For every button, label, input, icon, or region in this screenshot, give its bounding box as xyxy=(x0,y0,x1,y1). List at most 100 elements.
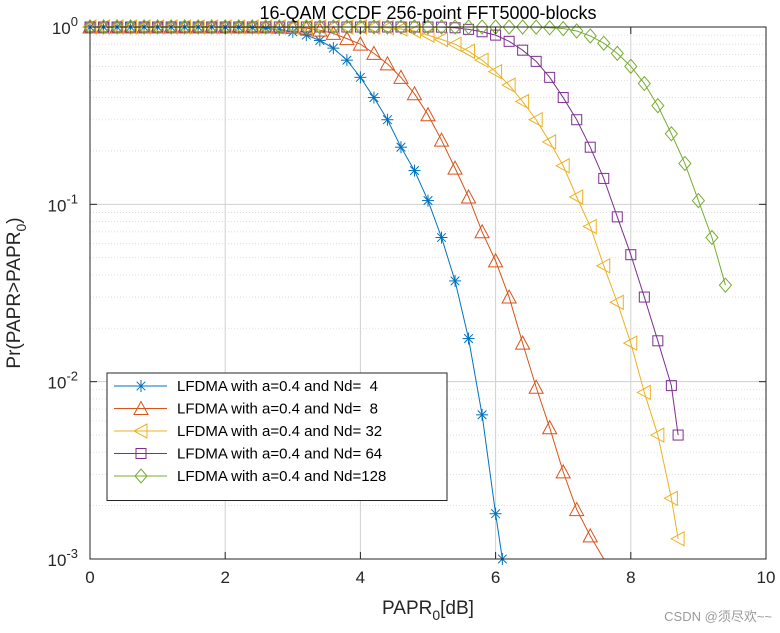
y-tick-label-base: 10 xyxy=(48,551,67,570)
x-tick-label: 6 xyxy=(491,568,500,587)
legend-label: LFDMA with a=0.4 and Nd=128 xyxy=(177,468,386,485)
data-point-marker xyxy=(339,30,355,46)
data-point-marker xyxy=(461,19,476,35)
legend-marker xyxy=(133,400,149,415)
data-point-marker xyxy=(367,19,381,35)
data-point-marker xyxy=(407,19,422,35)
legend-marker xyxy=(132,423,148,439)
data-point-marker xyxy=(433,132,450,147)
data-point-marker xyxy=(447,160,463,175)
data-point-marker xyxy=(705,229,719,246)
x-tick-label: 2 xyxy=(220,568,229,587)
marker-stroke xyxy=(450,276,460,286)
legend-item: LFDMA with a=0.4 and Nd= 64 xyxy=(114,446,382,463)
data-point-marker xyxy=(528,379,544,394)
data-point-marker xyxy=(259,19,273,35)
data-point-marker xyxy=(379,19,394,36)
legend-marker xyxy=(135,448,147,459)
data-point-marker xyxy=(205,19,219,35)
marker-stroke xyxy=(382,115,393,125)
data-point-marker xyxy=(528,111,543,128)
data-point-marker xyxy=(164,19,178,35)
data-point-marker xyxy=(595,257,611,274)
legend-item: LFDMA with a=0.4 and Nd= 4 xyxy=(114,378,378,395)
data-point-marker xyxy=(448,19,462,35)
plot-frame xyxy=(89,26,767,560)
data-point-marker xyxy=(529,19,543,35)
data-point-marker xyxy=(394,19,408,35)
legend-label: LFDMA with a=0.4 and Nd= 32 xyxy=(177,423,382,440)
data-point-marker xyxy=(393,69,409,84)
y-axis-label-tail: ) xyxy=(4,217,25,223)
data-point-marker xyxy=(597,35,611,51)
y-axis-label-main: Pr(PAPR>PAPR xyxy=(4,232,25,369)
data-point-marker xyxy=(571,114,583,126)
data-point-marker xyxy=(664,125,679,142)
data-point-marker xyxy=(462,332,475,345)
data-point-marker xyxy=(422,194,434,207)
marker-stroke xyxy=(463,333,474,344)
data-point-marker xyxy=(611,211,623,223)
data-point-marker xyxy=(487,63,503,80)
y-tick-label-exponent: -3 xyxy=(66,546,78,561)
data-point-marker xyxy=(110,19,124,35)
y-tick-label: 10-2 xyxy=(48,369,78,393)
data-point-marker xyxy=(449,274,462,287)
data-point-marker xyxy=(340,19,354,35)
data-point-marker xyxy=(665,380,677,392)
data-point-marker xyxy=(380,19,395,35)
marker-stroke xyxy=(436,232,447,243)
data-point-marker xyxy=(313,19,327,35)
x-axis-label: PAPR0[dB] xyxy=(382,598,474,623)
data-point-marker xyxy=(622,335,638,351)
data-point-marker xyxy=(625,249,637,261)
legend: LFDMA with a=0.4 and Nd= 4 LFDMA with a=0… xyxy=(106,372,448,501)
data-point-marker xyxy=(503,35,515,47)
data-point-marker xyxy=(299,19,313,35)
marker-stroke xyxy=(355,72,366,83)
data-point-marker xyxy=(487,252,504,268)
data-point-marker xyxy=(624,58,638,75)
data-point-marker xyxy=(123,19,138,35)
data-point-marker xyxy=(245,19,259,35)
x-axis-label-sub: 0 xyxy=(432,607,440,623)
data-point-marker xyxy=(474,52,489,69)
data-point-marker xyxy=(543,20,557,36)
data-point-marker xyxy=(609,294,624,311)
y-tick-label-base: 10 xyxy=(48,374,67,393)
data-point-marker xyxy=(352,36,369,51)
data-point-marker xyxy=(598,172,610,184)
data-point-marker xyxy=(582,527,599,543)
data-point-marker xyxy=(286,19,300,35)
data-point-marker xyxy=(691,192,706,209)
y-tick-label-base: 10 xyxy=(48,196,67,215)
data-point-marker xyxy=(96,19,111,35)
marker-stroke xyxy=(342,55,352,65)
y-axis-label-sub: 0 xyxy=(13,224,29,232)
data-point-marker xyxy=(434,19,449,35)
data-point-marker xyxy=(354,71,367,84)
data-point-marker xyxy=(663,490,678,507)
marker-stroke xyxy=(328,43,339,53)
y-tick-label-base: 10 xyxy=(52,19,71,38)
data-point-marker xyxy=(636,384,651,401)
data-point-marker xyxy=(340,54,353,67)
data-point-marker xyxy=(406,85,423,101)
x-tick-label: 8 xyxy=(626,568,635,587)
data-point-marker xyxy=(555,463,572,479)
legend-box xyxy=(106,372,448,501)
x-tick-label: 0 xyxy=(85,568,94,587)
data-point-marker xyxy=(326,19,341,35)
data-point-marker xyxy=(517,44,529,56)
y-axis-label: Pr(PAPR>PAPR0) xyxy=(4,217,29,368)
data-point-marker xyxy=(568,501,585,517)
legend-marker xyxy=(135,380,147,392)
data-point-marker xyxy=(420,106,436,122)
data-point-marker xyxy=(718,277,733,293)
marker-stroke xyxy=(423,195,433,206)
data-point-marker xyxy=(530,55,542,67)
data-point-marker xyxy=(232,19,246,35)
data-point-marker xyxy=(272,19,286,35)
data-point-marker xyxy=(150,19,165,35)
data-point-marker xyxy=(501,289,517,304)
